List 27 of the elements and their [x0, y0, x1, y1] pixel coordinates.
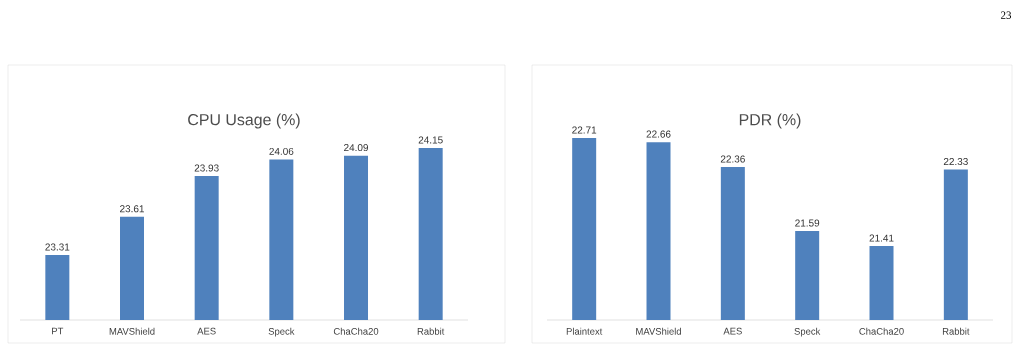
x-tick-label: MAVShield — [109, 327, 155, 335]
x-tick-label: Plaintext — [566, 327, 603, 335]
data-label: 21.41 — [869, 234, 894, 242]
data-label: 21.59 — [795, 219, 820, 227]
data-label: 22.71 — [572, 126, 597, 134]
chart-title: PDR (%) — [739, 113, 801, 129]
data-label: 23.61 — [120, 205, 144, 213]
chart-title: CPU Usage (%) — [188, 113, 300, 129]
data-label: 22.66 — [646, 130, 671, 138]
x-tick-label: MAVShield — [636, 327, 681, 335]
x-tick-label: Speck — [794, 327, 821, 337]
data-label: 23.31 — [45, 243, 70, 251]
x-tick-label: Rabbit — [942, 327, 970, 335]
x-tick-label: Speck — [268, 327, 295, 337]
text: 23 — [1001, 11, 1012, 19]
data-label: 24.15 — [418, 136, 443, 144]
x-tick-label: ChaCha20 — [859, 327, 904, 335]
x-tick-label: AES — [723, 327, 742, 335]
data-label: 22.36 — [720, 155, 745, 163]
x-tick-label: ChaCha20 — [333, 327, 379, 335]
data-label: 23.93 — [194, 164, 219, 172]
x-tick-label: Rabbit — [417, 327, 445, 335]
data-label: 22.33 — [943, 158, 968, 166]
data-label: 24.09 — [344, 144, 369, 152]
x-tick-label: AES — [197, 327, 216, 335]
data-label: 24.06 — [269, 147, 294, 155]
x-tick-label: PT — [52, 327, 64, 335]
